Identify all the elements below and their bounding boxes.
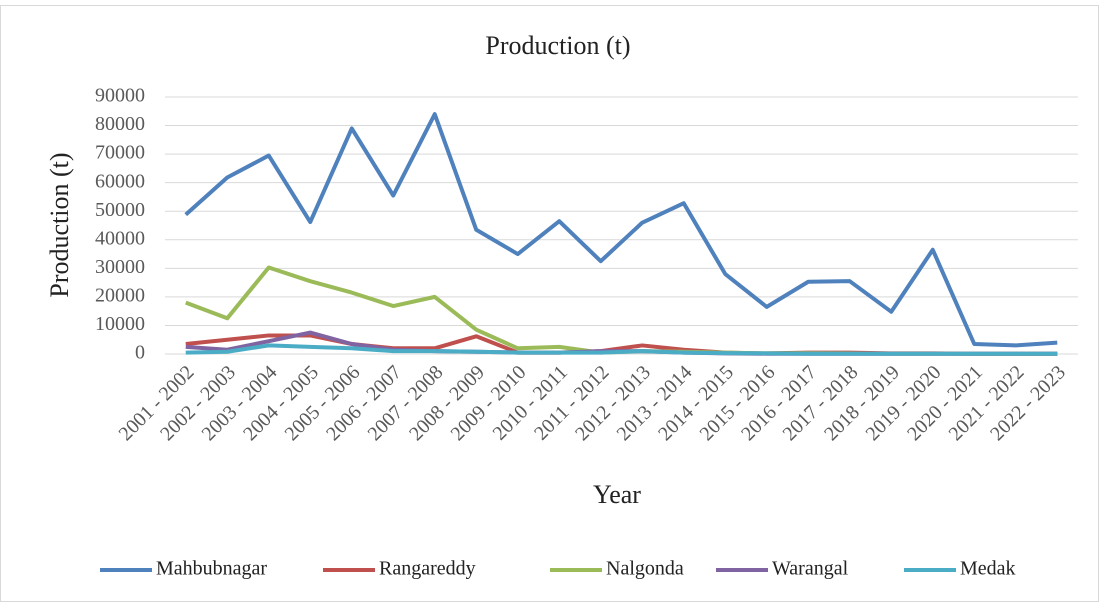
legend-label: Rangareddy xyxy=(379,558,476,580)
series-line xyxy=(184,112,1058,348)
chart-border xyxy=(0,5,1099,602)
y-tick-label: 0 xyxy=(135,342,145,364)
y-tick-label: 40000 xyxy=(95,227,145,249)
y-tick-label: 60000 xyxy=(95,170,145,192)
y-tick-label: 90000 xyxy=(95,85,145,107)
legend-label: Mahbubnagar xyxy=(156,558,267,580)
y-tick-label: 20000 xyxy=(95,284,145,306)
y-axis-label: Production (t) xyxy=(45,152,74,297)
legend-label: Medak xyxy=(960,558,1016,580)
y-tick-label: 80000 xyxy=(95,113,145,135)
chart-title: Production (t) xyxy=(485,31,630,60)
legend-label: Warangal xyxy=(772,558,849,580)
y-tick-label: 70000 xyxy=(95,142,145,164)
y-tick-label: 30000 xyxy=(95,256,145,278)
y-tick-label: 10000 xyxy=(95,313,145,335)
legend-label: Nalgonda xyxy=(606,558,684,580)
x-axis-label: Year xyxy=(593,480,641,509)
y-tick-label: 50000 xyxy=(95,199,145,221)
series-line xyxy=(185,343,1058,356)
